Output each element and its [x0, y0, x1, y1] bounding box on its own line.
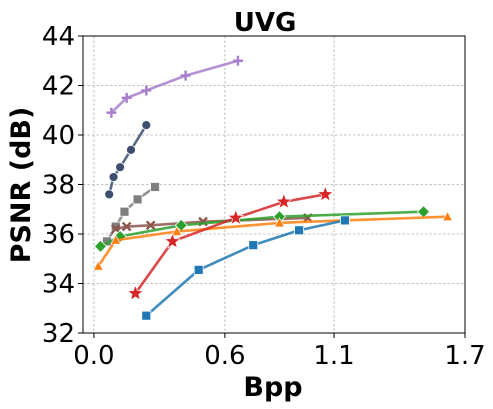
- data-point: [227, 209, 245, 226]
- data-point: [416, 205, 431, 219]
- data-point: [141, 120, 152, 130]
- data-point: [145, 220, 156, 231]
- data-point: [115, 162, 126, 173]
- data-point: [126, 144, 136, 155]
- data-point: [316, 185, 334, 202]
- y-tick-label: 32: [42, 319, 75, 349]
- data-point: [294, 225, 305, 236]
- data-point: [121, 221, 132, 232]
- x-tick-label: 1.1: [313, 341, 354, 371]
- axis-ticks: 0.0 0.6 1.1 1.7 32 34 36 38 40 42 44: [42, 22, 486, 371]
- data-point: [180, 70, 191, 81]
- data-point: [248, 240, 259, 251]
- data-point: [141, 310, 152, 321]
- series-line: [107, 123, 148, 196]
- data-point: [132, 194, 143, 205]
- x-axis-label: Bpp: [243, 372, 302, 403]
- data-point: [104, 189, 115, 200]
- data-point: [442, 211, 453, 221]
- x-tick-label: 0.6: [204, 341, 245, 371]
- series-5: [92, 211, 453, 271]
- data-point: [141, 85, 152, 96]
- data-point: [119, 206, 130, 217]
- data-point: [193, 264, 204, 275]
- data-point: [274, 217, 285, 228]
- y-tick-label: 38: [42, 171, 75, 201]
- data-point: [275, 192, 293, 209]
- x-tick-label: 1.7: [444, 341, 485, 371]
- data-point: [232, 55, 243, 66]
- data-point: [93, 239, 108, 253]
- chart-title: UVG: [234, 8, 297, 38]
- data-point: [171, 225, 183, 236]
- series-line: [134, 193, 327, 295]
- series-1: [104, 120, 152, 200]
- series-4: [93, 205, 431, 253]
- y-tick-label: 42: [42, 72, 75, 102]
- data-point: [106, 107, 117, 118]
- data-point: [121, 92, 132, 103]
- x-tick-label: 0.0: [73, 341, 114, 371]
- y-tick-label: 40: [42, 121, 75, 151]
- data-point: [108, 172, 119, 182]
- data-point: [150, 182, 160, 192]
- data-point: [110, 234, 122, 245]
- data-point: [92, 260, 104, 271]
- series-line: [110, 59, 240, 115]
- data-point: [126, 284, 144, 301]
- data-point: [110, 221, 121, 232]
- data-point: [340, 215, 350, 226]
- series-layer: [92, 55, 453, 321]
- y-tick-label: 44: [42, 22, 75, 52]
- series-0: [106, 55, 243, 118]
- series-7: [141, 215, 350, 321]
- data-point: [164, 232, 181, 249]
- series-6: [126, 185, 334, 301]
- y-tick-label: 34: [42, 270, 75, 300]
- y-axis-label: PSNR (dB): [6, 107, 37, 264]
- y-tick-label: 36: [42, 220, 75, 250]
